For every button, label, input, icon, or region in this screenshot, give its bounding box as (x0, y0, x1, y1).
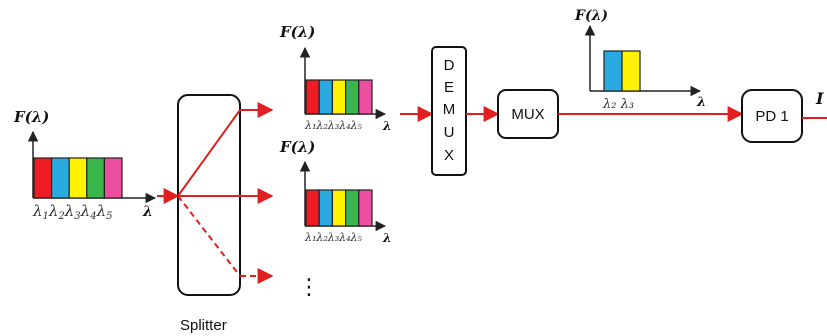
upper-f-label: F(λ) (279, 23, 315, 41)
upper-bar-4 (345, 79, 360, 115)
middle-f-label: F(λ) (279, 138, 315, 156)
filtered-bar-1 (603, 50, 623, 92)
input-lambda-label: λ (142, 204, 153, 220)
middle-ticks: λ₁λ₂λ₃λ₄λ₅ (304, 231, 362, 244)
pd-box (741, 89, 803, 143)
mux-label: MUX (511, 106, 544, 123)
input-bars (33, 157, 123, 199)
more-outputs-ellipsis: ⋮ (298, 274, 320, 299)
demux-letter-u: U (444, 124, 455, 141)
filtered-bars (603, 50, 641, 92)
demux-letter-x: X (444, 147, 454, 164)
input-ticks: λ1λ2λ3λ4λ5 (32, 202, 112, 222)
input-bar-4 (86, 157, 106, 199)
splitter: Splitter (177, 94, 241, 334)
upper-spectrum: F(λ) λ₁λ₂λ₃λ₄λ₅ λ (279, 23, 391, 133)
middle-spectrum: F(λ) λ₁λ₂λ₃λ₄λ₅ λ (279, 138, 391, 245)
input-bar-5 (103, 157, 123, 199)
demux-letter-e: E (444, 79, 454, 96)
input-spectrum: F(λ) λ1λ2λ3λ4λ5 λ (13, 108, 157, 222)
splitter-branch-lower (177, 195, 241, 277)
middle-lambda-label: λ (382, 231, 391, 245)
demux-box (431, 46, 467, 176)
upper-lambda-label: λ (382, 119, 391, 133)
upper-bar-2 (318, 79, 334, 115)
middle-bar-2 (318, 189, 334, 227)
input-bar-3 (68, 157, 88, 199)
upper-bar-5 (358, 79, 373, 115)
middle-bar-1 (305, 189, 320, 227)
middle-bar-3 (331, 189, 347, 227)
mux: MUX (497, 89, 559, 139)
middle-bar-4 (345, 189, 360, 227)
photodetector: PD 1 (741, 89, 803, 143)
demux: D E M U X (431, 46, 467, 176)
filtered-f-label: F(λ) (574, 8, 608, 24)
splitter-label: Splitter (180, 317, 227, 334)
upper-bar-1 (305, 79, 320, 115)
demux-letter-m: M (443, 101, 456, 118)
upper-ticks: λ₁λ₂λ₃λ₄λ₅ (304, 119, 362, 132)
input-bar-1 (33, 157, 53, 199)
upper-bar-3 (331, 79, 347, 115)
upper-bars (305, 79, 373, 115)
filtered-spectrum: F(λ) λ₂ λ₃ λ (574, 8, 706, 112)
input-bar-2 (50, 157, 70, 199)
filtered-ticks: λ₂ λ₃ (602, 97, 634, 112)
filtered-bar-2 (621, 50, 641, 92)
pd-label: PD 1 (755, 108, 788, 125)
middle-bar-5 (358, 189, 373, 227)
input-f-label: F(λ) (13, 108, 49, 126)
output-label: I (815, 89, 824, 108)
demux-letter-d: D (444, 57, 455, 74)
filtered-lambda-label: λ (696, 95, 706, 110)
splitter-branch-upper (177, 109, 241, 197)
middle-bars (305, 189, 373, 227)
